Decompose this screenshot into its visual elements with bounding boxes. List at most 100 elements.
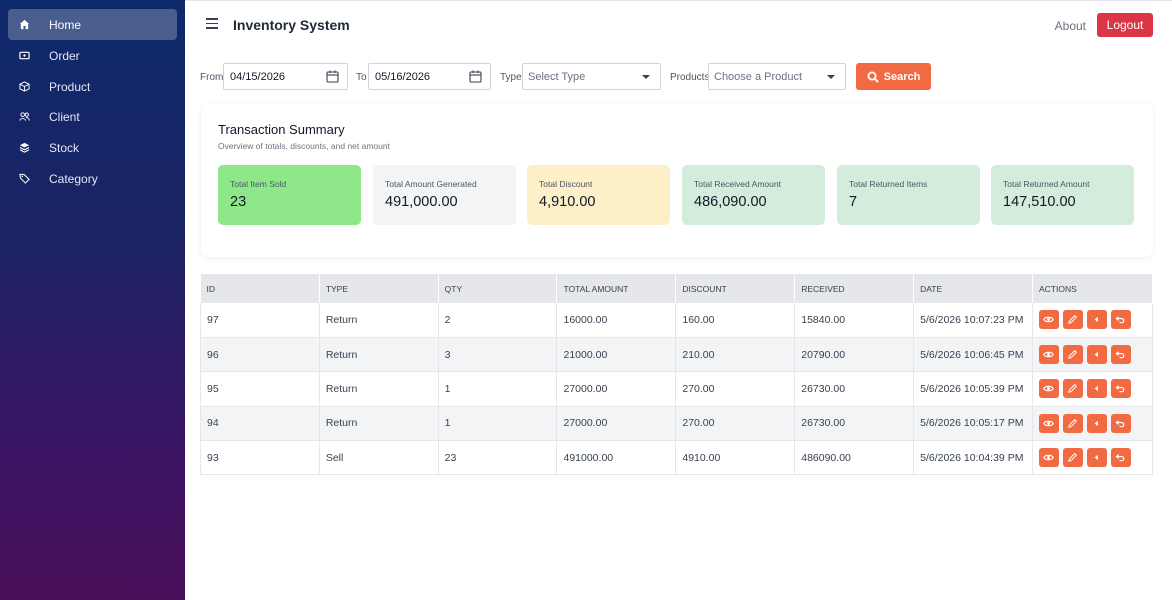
stat-total-amount-generated: Total Amount Generated 491,000.00 (373, 165, 516, 225)
sidebar-item-label: Category (49, 171, 98, 186)
table-cell: 27000.00 (556, 406, 677, 442)
stat-total-received-amount: Total Received Amount 486,090.00 (682, 165, 825, 225)
transactions-table: ID TYPE QTY TOTAL AMOUNT DISCOUNT RECEIV… (200, 274, 1154, 476)
table-cell: 5/6/2026 10:06:45 PM (913, 337, 1033, 373)
type-label: Type (500, 72, 522, 83)
caret-left-icon (1095, 386, 1099, 392)
sidebar-item-client[interactable]: Client (8, 101, 177, 132)
table-cell: 2 (438, 303, 558, 338)
logout-button[interactable]: Logout (1097, 13, 1153, 37)
edit-button[interactable] (1062, 413, 1083, 433)
actions-cell (1032, 406, 1154, 442)
table-cell: Return (319, 337, 439, 373)
products-label: Products (670, 72, 710, 83)
search-button[interactable]: Search (856, 63, 931, 90)
edit-button[interactable] (1062, 448, 1083, 468)
table-cell: 93 (200, 440, 320, 476)
to-date-input[interactable]: 05/16/2026 (368, 63, 491, 90)
collapse-button[interactable] (1086, 379, 1107, 399)
stat-label: Total Item Sold (230, 179, 287, 189)
stat-total-returned-amount: Total Returned Amount 147,510.00 (991, 165, 1134, 225)
eye-icon (1043, 386, 1055, 392)
undo-icon (1115, 420, 1125, 428)
calendar-icon[interactable] (326, 70, 339, 83)
table-cell: 94 (200, 406, 320, 442)
undo-icon (1115, 454, 1125, 462)
edit-button[interactable] (1062, 379, 1083, 399)
collapse-button[interactable] (1086, 413, 1107, 433)
about-link[interactable]: About (1054, 19, 1086, 33)
transaction-summary-card: Transaction Summary Overview of totals, … (201, 104, 1153, 257)
stat-value: 491,000.00 (385, 194, 458, 210)
return-button[interactable] (1110, 413, 1131, 433)
actions-cell (1032, 337, 1154, 373)
caret-down-icon (827, 75, 835, 79)
column-header: TYPE (319, 274, 439, 303)
stat-value: 4,910.00 (539, 194, 596, 210)
view-button[interactable] (1038, 448, 1059, 468)
table-cell: 5/6/2026 10:07:23 PM (913, 303, 1033, 338)
table-cell: 3 (438, 337, 558, 373)
table-cell: 5/6/2026 10:04:39 PM (913, 440, 1033, 476)
edit-button[interactable] (1062, 345, 1083, 365)
type-select[interactable]: Select Type (522, 63, 661, 90)
table-row: 97 Return 2 16000.00 160.00 15840.00 5/6/2026 … (200, 303, 1154, 338)
table-cell: 491000.00 (556, 440, 677, 476)
table-cell: 15840.00 (794, 303, 915, 338)
pencil-icon (1068, 315, 1078, 325)
calendar-icon[interactable] (469, 70, 482, 83)
stat-label: Total Returned Items (849, 179, 928, 189)
undo-icon (1115, 351, 1125, 359)
eye-icon (1043, 420, 1055, 427)
layers-icon (10, 142, 38, 153)
view-button[interactable] (1038, 310, 1059, 330)
sidebar-item-label: Product (49, 79, 91, 94)
return-button[interactable] (1110, 379, 1131, 399)
view-button[interactable] (1038, 379, 1059, 399)
order-icon (10, 50, 38, 61)
search-icon (867, 71, 879, 83)
caret-left-icon (1095, 351, 1099, 358)
summary-subtitle: Overview of totals, discounts, and net a… (218, 141, 390, 151)
view-button[interactable] (1038, 345, 1059, 365)
collapse-button[interactable] (1086, 310, 1107, 330)
stat-value: 147,510.00 (1003, 194, 1076, 210)
product-select[interactable]: Choose a Product (708, 63, 846, 90)
caret-left-icon (1095, 420, 1099, 427)
stat-value: 23 (230, 194, 247, 210)
sidebar-item-home[interactable]: Home (8, 9, 177, 40)
sidebar-item-product[interactable]: Product (8, 71, 177, 102)
stat-total-discount: Total Discount 4,910.00 (527, 165, 670, 225)
sidebar-item-order[interactable]: Order (8, 40, 177, 71)
menu-icon[interactable] (206, 18, 218, 30)
product-select-placeholder: Choose a Product (714, 70, 803, 83)
return-button[interactable] (1110, 345, 1131, 365)
column-header: DATE (913, 274, 1033, 303)
collapse-button[interactable] (1086, 448, 1107, 468)
table-cell: 4910.00 (675, 440, 796, 476)
stat-total-item-sold: Total Item Sold 23 (218, 165, 361, 225)
table-cell: Return (319, 406, 439, 442)
return-button[interactable] (1110, 310, 1131, 330)
sidebar-item-label: Home (49, 17, 82, 32)
stat-label: Total Received Amount (694, 179, 781, 189)
return-button[interactable] (1110, 448, 1131, 468)
from-date-input[interactable]: 04/15/2026 (223, 63, 348, 90)
table-cell: 26730.00 (794, 406, 915, 442)
pencil-icon (1068, 453, 1078, 463)
top-header: Inventory System About Logout (185, 0, 1172, 48)
stat-label: Total Discount (539, 179, 593, 189)
table-cell: 95 (200, 371, 320, 407)
sidebar-item-stock[interactable]: Stock (8, 132, 177, 163)
filter-bar: From 04/15/2026 To 05/16/2026 Type Selec… (200, 63, 1172, 90)
collapse-button[interactable] (1086, 345, 1107, 365)
table-row: 96 Return 3 21000.00 210.00 20790.00 5/6/2026 … (200, 337, 1154, 373)
view-button[interactable] (1038, 413, 1059, 433)
home-icon (10, 19, 38, 30)
eye-icon (1043, 317, 1055, 323)
edit-button[interactable] (1062, 310, 1083, 330)
table-cell: 5/6/2026 10:05:17 PM (913, 406, 1033, 442)
undo-icon (1115, 316, 1125, 324)
sidebar-item-category[interactable]: Category (8, 163, 177, 194)
table-cell: 23 (438, 440, 558, 476)
